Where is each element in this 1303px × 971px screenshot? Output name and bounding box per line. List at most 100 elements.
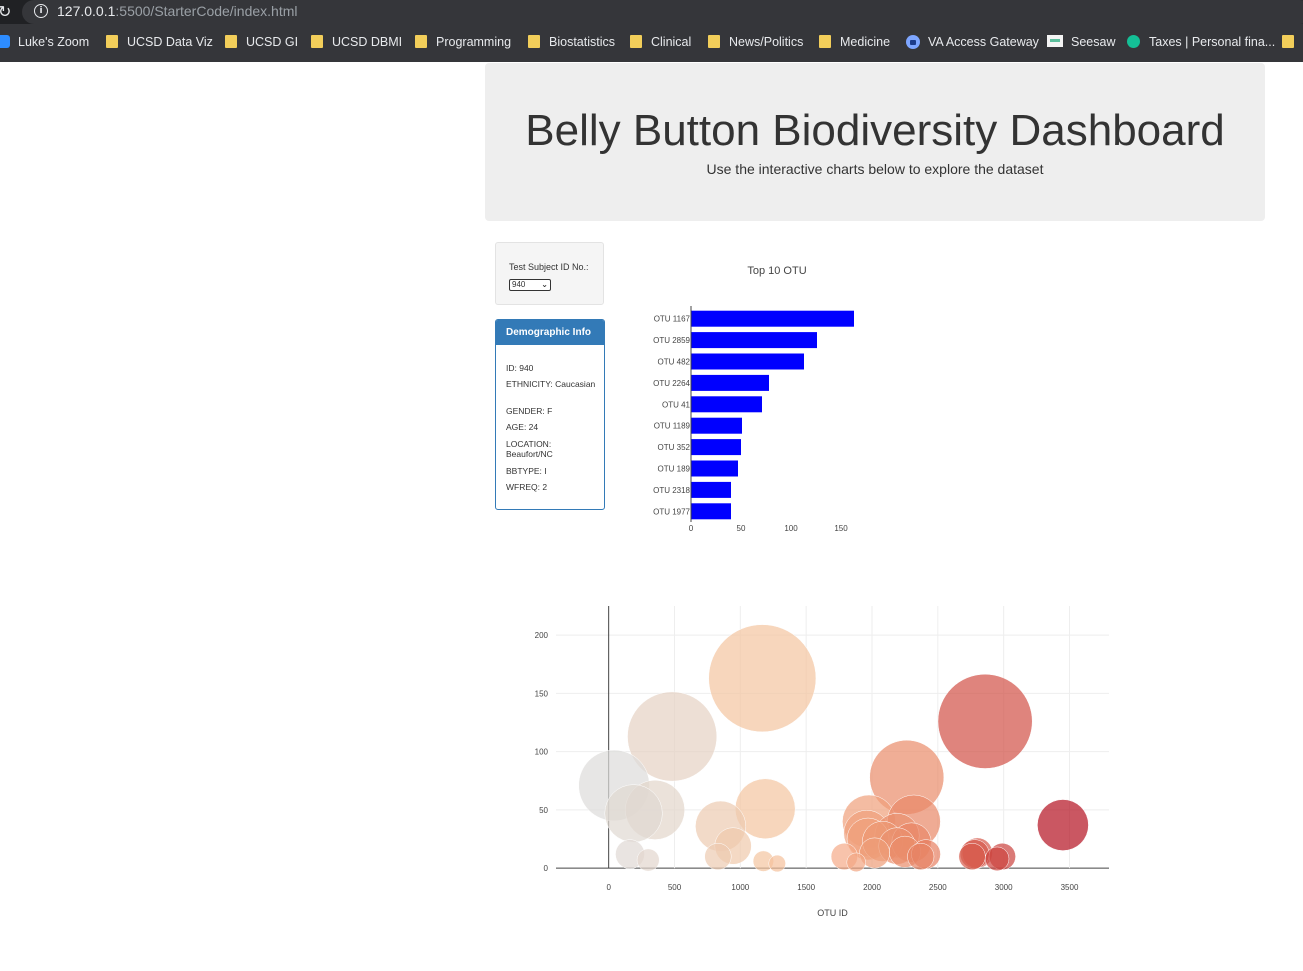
bubble <box>958 842 986 871</box>
bubble-x-tick-label: 2000 <box>863 883 881 892</box>
bubble <box>768 854 786 873</box>
url-field[interactable] <box>22 0 1303 24</box>
khan-icon <box>1127 35 1140 48</box>
bookmark-va-access-gateway[interactable]: VA Access Gateway <box>906 32 1039 52</box>
bookmark-label: Biostatistics <box>549 35 615 49</box>
subject-id-select[interactable]: 940 ⌄ <box>509 279 551 291</box>
demo-age: AGE: 24 <box>506 422 539 432</box>
bookmark-label: UCSD Data Viz <box>127 35 213 49</box>
seesaw-icon <box>1047 35 1063 47</box>
bubble-y-tick-label: 50 <box>539 806 548 815</box>
bookmark-programming[interactable]: Programming <box>415 32 511 52</box>
bookmark-news-politics[interactable]: News/Politics <box>708 32 803 52</box>
bubble <box>859 837 891 869</box>
bubble-x-tick-label: 3500 <box>1061 883 1079 892</box>
bookmark-seesaw[interactable]: Seesaw <box>1047 32 1115 52</box>
demo-id: ID: 940 <box>506 363 534 373</box>
bar <box>691 417 742 434</box>
bookmark-ucsd-data-viz[interactable]: UCSD Data Viz <box>106 32 213 52</box>
folder-icon <box>106 35 118 48</box>
bookmark-overflow[interactable] <box>1282 32 1303 52</box>
bubble <box>937 673 1033 769</box>
lock-icon <box>906 35 920 49</box>
bubble-x-tick-label: 1000 <box>731 883 749 892</box>
top-otu-bar-chart: Top 10 OTU OTU 1167 OTU 2859 OTU 482 OTU 226… <box>653 265 854 533</box>
bar <box>691 396 762 413</box>
folder-icon <box>225 35 237 48</box>
bubble <box>907 842 935 871</box>
demo-ethnicity: ETHNICITY: Caucasian <box>506 379 596 389</box>
bar-category-label: OTU 2318 <box>653 486 690 495</box>
bookmark-label: VA Access Gateway <box>928 35 1039 49</box>
demo-wfreq: WFREQ: 2 <box>506 482 548 492</box>
bubble-y-tick-label: 0 <box>544 864 549 873</box>
bookmark-label: UCSD GI <box>246 35 299 49</box>
reload-icon[interactable]: ↻ <box>0 2 12 21</box>
demographic-heading: Demographic Info <box>496 320 604 345</box>
bookmark-taxes[interactable]: Taxes | Personal fina... <box>1127 32 1275 52</box>
bookmark-label: News/Politics <box>729 35 804 49</box>
folder-icon <box>708 35 720 48</box>
bar-x-tick-label: 150 <box>834 524 848 533</box>
bar <box>691 460 738 477</box>
bubble <box>704 842 732 871</box>
demographic-panel: Demographic Info ID: 940 ETHNICITY: Cauc… <box>495 319 605 510</box>
bar-category-label: OTU 2264 <box>653 379 690 388</box>
bar-category-label: OTU 1167 <box>654 315 691 324</box>
bubble <box>627 691 718 782</box>
bubble <box>984 846 1010 871</box>
bar <box>691 503 731 520</box>
bookmark-biostatistics[interactable]: Biostatistics <box>528 32 615 52</box>
folder-icon <box>311 35 323 48</box>
bar <box>691 353 804 370</box>
url-path: :5500/StarterCode/index.html <box>115 3 298 19</box>
bubble-x-tick-label: 500 <box>668 883 682 892</box>
bar-category-label: OTU 41 <box>662 400 691 409</box>
bookmarks-bar: Luke's Zoom UCSD Data Viz UCSD GI UCSD D… <box>0 24 1303 62</box>
bubble-x-tick-label: 3000 <box>995 883 1013 892</box>
bookmark-clinical[interactable]: Clinical <box>630 32 691 52</box>
bubble-y-tick-label: 150 <box>535 689 549 698</box>
bubble-y-tick-label: 200 <box>535 631 549 640</box>
bar-category-label: OTU 1189 <box>654 422 691 431</box>
bookmark-label: Clinical <box>651 35 692 49</box>
bar-category-label: OTU 352 <box>658 443 691 452</box>
bubble <box>708 624 817 733</box>
bar <box>691 481 731 498</box>
demo-gender: GENDER: F <box>506 406 553 416</box>
folder-icon <box>415 35 427 48</box>
page-subtitle: Use the interactive charts below to expl… <box>706 161 1044 177</box>
bubble-x-axis-title: OTU ID <box>817 908 848 918</box>
bookmark-ucsd-dbmi[interactable]: UCSD DBMI <box>311 32 402 52</box>
bookmark-label: Luke's Zoom <box>18 35 90 49</box>
demo-location: LOCATION: Beaufort/NC <box>506 439 553 459</box>
bar <box>691 439 741 456</box>
subject-selector-well: Test Subject ID No.: 940 ⌄ <box>495 242 604 305</box>
bookmark-ucsd-gi[interactable]: UCSD GI <box>225 32 298 52</box>
bubble-x-tick-label: 1500 <box>797 883 815 892</box>
folder-icon <box>528 35 540 48</box>
bar-category-label: OTU 1977 <box>653 507 690 516</box>
address-bar: ↻ i 127.0.0.1:5500/StarterCode/index.htm… <box>0 0 1303 24</box>
page-title: Belly Button Biodiversity Dashboard <box>525 106 1225 155</box>
bar-x-tick-label: 100 <box>784 524 798 533</box>
bookmark-label: Seesaw <box>1071 35 1116 49</box>
select-value: 940 <box>512 280 526 289</box>
bar-x-tick-label: 0 <box>689 524 694 533</box>
chevron-down-icon: ⌄ <box>541 280 548 289</box>
header-jumbotron: Belly Button Biodiversity Dashboard Use … <box>485 63 1265 221</box>
info-icon[interactable]: i <box>34 4 48 18</box>
bookmark-lukes-zoom[interactable]: Luke's Zoom <box>0 32 89 52</box>
url-text[interactable]: 127.0.0.1:5500/StarterCode/index.html <box>57 3 298 19</box>
bubble <box>846 852 866 872</box>
subject-select-label: Test Subject ID No.: <box>509 262 589 272</box>
zoom-icon <box>0 35 10 48</box>
bookmark-label: Programming <box>436 35 512 49</box>
bookmark-medicine[interactable]: Medicine <box>819 32 890 52</box>
bubble <box>1037 799 1089 851</box>
bookmark-label: Medicine <box>840 35 891 49</box>
folder-icon <box>630 35 642 48</box>
demo-bbtype: BBTYPE: I <box>506 466 547 476</box>
bar-category-label: OTU 482 <box>658 358 691 367</box>
